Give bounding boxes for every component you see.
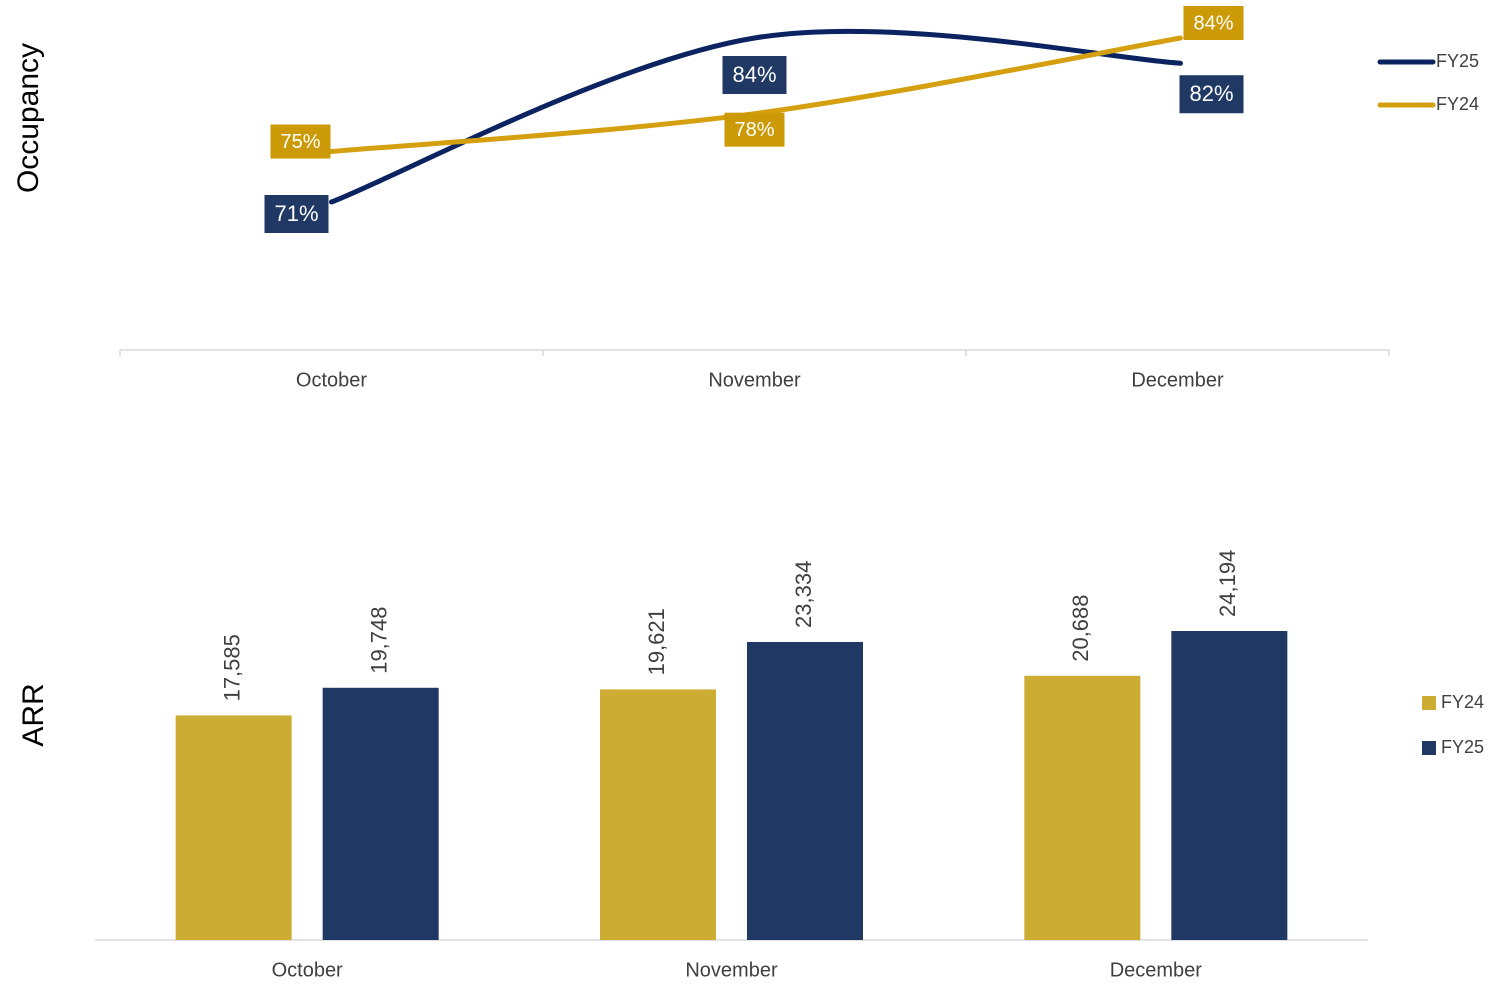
- data-label: 20,688: [1068, 594, 1093, 661]
- line-series: [329, 28, 1183, 205]
- legend-label: FY25: [1436, 51, 1479, 71]
- x-tick-label: November: [708, 369, 801, 391]
- y-axis-title: ARR: [17, 683, 50, 746]
- data-label: 75%: [280, 131, 320, 153]
- data-label-box: [1183, 6, 1244, 40]
- x-tick-label: October: [272, 959, 343, 981]
- x-tick-label: December: [1131, 369, 1224, 391]
- data-label-box: [264, 195, 329, 233]
- bar: [600, 689, 716, 940]
- bar: [175, 715, 292, 940]
- legend-swatch: [1422, 741, 1436, 755]
- data-label-box: [722, 56, 787, 94]
- x-tick-label: October: [296, 369, 367, 391]
- y-axis-title: Occupancy: [12, 43, 45, 193]
- legend-swatch: [1422, 696, 1436, 710]
- data-label: 19,748: [366, 606, 391, 673]
- data-label: 82%: [1189, 81, 1233, 106]
- bar: [747, 641, 863, 940]
- bar: [322, 687, 439, 940]
- legend-label: FY24: [1441, 692, 1484, 712]
- data-label-box: [270, 124, 331, 159]
- data-label: 23,334: [791, 561, 816, 628]
- data-label: 71%: [274, 201, 318, 226]
- data-label: 17,585: [219, 634, 244, 701]
- legend-label: FY24: [1436, 94, 1479, 114]
- data-label: 78%: [734, 119, 774, 141]
- legend-label: FY25: [1441, 737, 1484, 757]
- bar: [1024, 675, 1141, 940]
- data-label: 84%: [1193, 12, 1233, 34]
- bar: [1171, 631, 1288, 940]
- x-tick-label: November: [685, 959, 778, 981]
- data-label-box: [1179, 75, 1244, 114]
- x-tick-label: December: [1110, 959, 1203, 981]
- data-label: 19,621: [644, 608, 669, 675]
- data-label-box: [724, 112, 785, 147]
- data-label: 24,194: [1215, 550, 1240, 617]
- data-label: 84%: [732, 62, 776, 87]
